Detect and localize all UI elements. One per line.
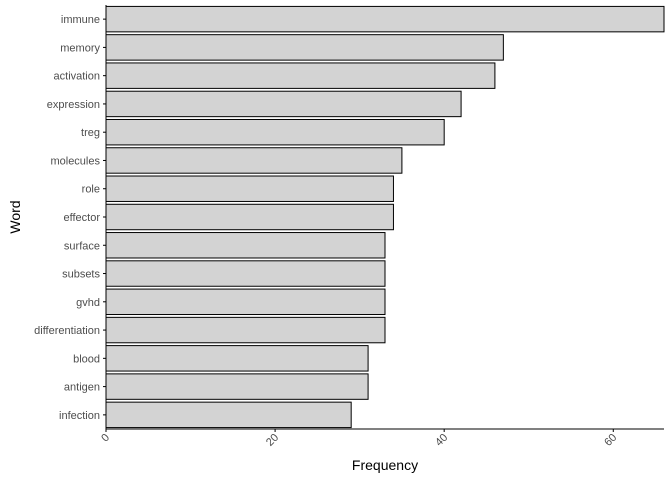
bar-infection bbox=[105, 401, 352, 429]
y-tick-label: gvhd bbox=[76, 297, 100, 309]
y-tick-label: effector bbox=[64, 212, 101, 224]
y-tick-label: activation bbox=[54, 71, 100, 83]
bar-gvhd bbox=[105, 288, 386, 316]
bar-subsets bbox=[105, 260, 386, 287]
bar-blood bbox=[105, 345, 369, 372]
y-tick-label: blood bbox=[73, 353, 100, 365]
y-tick-label: treg bbox=[81, 127, 100, 139]
x-tick-label: 40 bbox=[433, 432, 450, 449]
x-axis-ticks: 0 20 40 60 bbox=[99, 429, 619, 449]
x-axis-title: Frequency bbox=[352, 457, 418, 473]
x-tick-label: 60 bbox=[602, 432, 619, 449]
bar-surface bbox=[105, 232, 386, 259]
bar-expression bbox=[105, 90, 462, 118]
x-tick-label: 0 bbox=[99, 432, 112, 445]
bar-effector bbox=[105, 203, 394, 231]
y-tick-label: differentiation bbox=[34, 325, 100, 337]
bar-role bbox=[105, 175, 394, 202]
bar-differentiation bbox=[105, 316, 386, 344]
bar-antigen bbox=[105, 373, 369, 400]
y-tick-label: expression bbox=[47, 99, 100, 111]
x-tick-label: 20 bbox=[264, 432, 281, 449]
y-tick-label: surface bbox=[64, 240, 100, 252]
y-axis-title: Word bbox=[7, 200, 23, 233]
y-tick-label: molecules bbox=[50, 155, 100, 167]
y-tick-label: subsets bbox=[62, 269, 100, 281]
y-tick-label: immune bbox=[61, 14, 100, 26]
bars-group bbox=[105, 5, 665, 429]
bar-immune bbox=[105, 5, 665, 33]
y-tick-label: antigen bbox=[64, 382, 100, 394]
bar-activation bbox=[105, 62, 496, 89]
y-axis-ticks: immune memory activation expression treg mole… bbox=[34, 14, 106, 422]
y-tick-label: role bbox=[82, 184, 100, 196]
y-tick-label: memory bbox=[60, 42, 100, 54]
y-tick-label: infection bbox=[59, 410, 100, 422]
bar-treg bbox=[105, 118, 445, 146]
bar-memory bbox=[105, 34, 504, 61]
bar-molecules bbox=[105, 147, 403, 174]
